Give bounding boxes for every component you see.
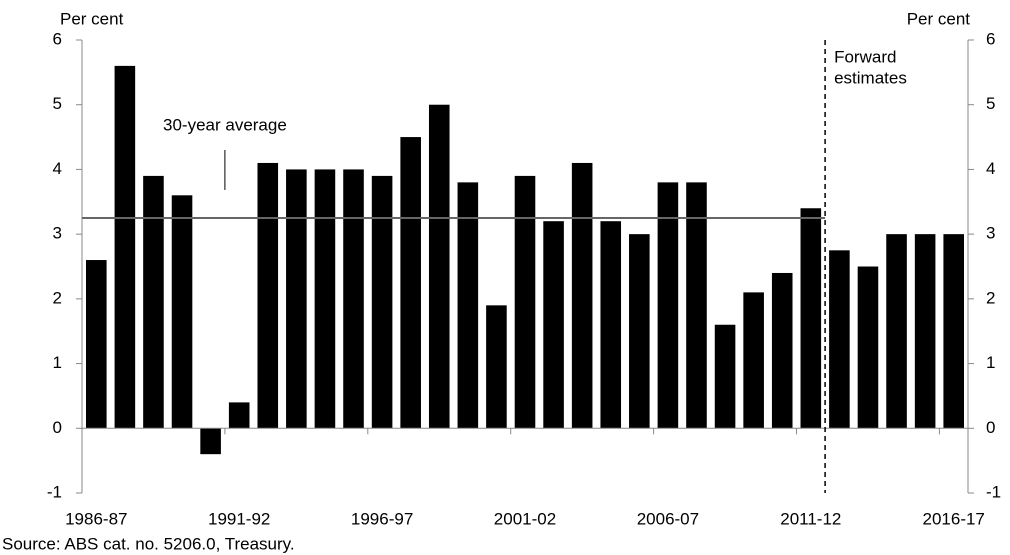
y-tick-label: 2 <box>53 288 62 307</box>
bar <box>943 234 964 429</box>
x-tick-label: 2006-07 <box>637 509 699 528</box>
bar <box>257 162 279 429</box>
source-note: Source: ABS cat. no. 5206.0, Treasury. <box>2 534 295 553</box>
y-tick-label: 5 <box>986 94 995 113</box>
y-tick-label: -1 <box>47 482 62 501</box>
x-tick-label: 1991-92 <box>208 509 270 528</box>
bar <box>543 221 564 429</box>
y-tick-label: 4 <box>53 159 62 178</box>
bar <box>200 428 221 455</box>
bar <box>314 169 336 429</box>
x-tick-label: 2011-12 <box>780 509 841 528</box>
bar <box>743 292 764 429</box>
bar <box>600 221 622 429</box>
y-tick-label: 6 <box>986 29 995 48</box>
bar <box>629 234 650 429</box>
y-tick-label: 4 <box>986 159 995 178</box>
bar <box>486 305 507 429</box>
x-tick-label: 1996-97 <box>351 509 413 528</box>
x-tick-label: 1986-87 <box>65 509 127 528</box>
y-tick-label: -1 <box>986 482 1001 501</box>
forecast-label: Forward <box>834 47 896 66</box>
bar <box>171 195 193 429</box>
bar <box>286 169 307 429</box>
x-tick-label: 2016-17 <box>923 509 985 528</box>
bar <box>914 234 936 429</box>
y-axis-label-left: Per cent <box>60 9 124 28</box>
y-tick-label: 0 <box>53 418 62 437</box>
bar <box>657 182 679 429</box>
bar <box>371 175 393 429</box>
bar <box>143 175 164 429</box>
average-label: 30-year average <box>163 115 287 134</box>
y-tick-label: 2 <box>986 288 995 307</box>
bar <box>771 272 793 429</box>
y-tick-label: 0 <box>986 418 995 437</box>
x-tick-label: 2001-02 <box>494 509 556 528</box>
y-tick-label: 3 <box>986 224 995 243</box>
bar <box>571 162 593 429</box>
bar <box>428 104 450 429</box>
y-tick-label: 1 <box>53 353 62 372</box>
bar <box>457 182 479 429</box>
bar <box>800 208 822 429</box>
bar <box>686 182 707 429</box>
y-tick-label: 5 <box>53 94 62 113</box>
y-axis-label-right: Per cent <box>907 9 971 28</box>
bar <box>400 137 421 429</box>
y-tick-label: 6 <box>53 29 62 48</box>
bar <box>857 266 879 429</box>
bar <box>343 169 364 429</box>
y-tick-label: 1 <box>986 353 995 372</box>
bar <box>514 175 536 429</box>
forecast-label: estimates <box>834 68 907 87</box>
bar <box>114 65 136 429</box>
bar <box>829 250 850 429</box>
bar <box>886 234 907 429</box>
bar <box>228 402 250 429</box>
bar <box>714 324 736 429</box>
y-tick-label: 3 <box>53 224 62 243</box>
bar <box>86 260 107 429</box>
